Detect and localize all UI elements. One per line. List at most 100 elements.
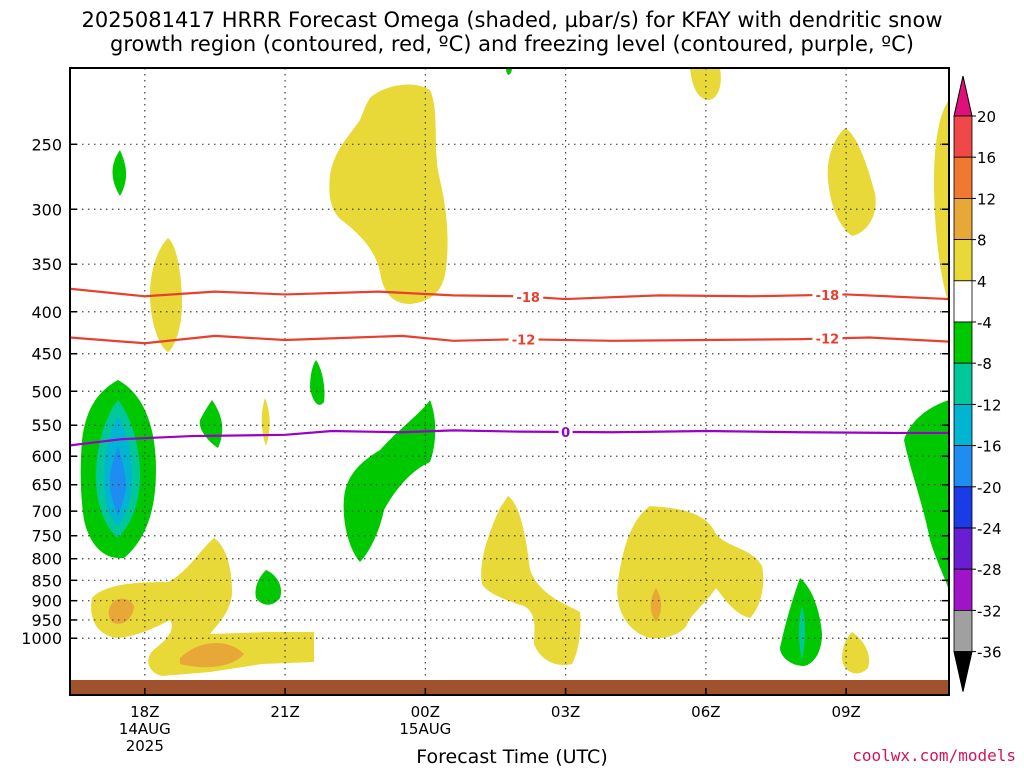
omega-area-sinking-5 <box>112 150 127 196</box>
omega-area-sinking-4-core <box>799 606 805 660</box>
omega-area-rising-upper-3 <box>827 128 876 236</box>
colorbar-label: 16 <box>977 149 996 167</box>
colorbar-top-triangle <box>953 75 973 117</box>
contour-line-0 <box>70 429 949 447</box>
colorbar-label: 12 <box>977 190 996 208</box>
x-tick-label: 2025 <box>126 737 164 755</box>
y-tick-label: 300 <box>31 200 62 219</box>
colorbar-band <box>953 321 973 364</box>
contour-label: -12 <box>816 333 840 348</box>
omega-area-sinking-1-core <box>110 446 126 516</box>
colorbar-label: 8 <box>977 232 987 250</box>
x-tick-label: 14AUG <box>119 720 171 738</box>
x-axis-title: Forecast Time (UTC) <box>416 746 608 768</box>
plot-frame <box>69 67 950 696</box>
colorbar-band <box>953 239 973 282</box>
x-tick-label: 21Z <box>270 703 299 721</box>
chart-title-line-2: growth region (contoured, red, ºC) and f… <box>110 32 914 56</box>
colorbar-bottom-triangle <box>953 651 973 692</box>
colorbar-band <box>953 362 973 405</box>
omega-area-sinking-9 <box>506 68 512 75</box>
colorbar-label: -24 <box>977 520 1002 538</box>
omega-area-rising-lower-5 <box>842 632 870 674</box>
y-tick-label: 750 <box>31 527 62 546</box>
colorbar-label: -8 <box>977 355 992 373</box>
source-credit[interactable]: coolwx.com/models <box>852 746 1016 765</box>
omega-area-sinking-8 <box>310 360 325 405</box>
y-tick-label: 600 <box>31 447 62 466</box>
contour-label-bg <box>508 331 539 347</box>
grid <box>70 68 949 695</box>
y-tick-label: 800 <box>31 550 62 569</box>
x-tick-label: 03Z <box>551 703 580 721</box>
x-tick-label: 06Z <box>691 703 720 721</box>
chart-title-line-1: 2025081417 HRRR Forecast Omega (shaded, … <box>81 8 943 32</box>
y-tick-label: 700 <box>31 502 62 521</box>
colorbar-band <box>953 197 973 240</box>
colorbar-band <box>953 486 973 529</box>
colorbar: 20 16 12 8 4 -4 -8 -12 -16 -20 -24 -28 -32 -36 <box>953 75 1002 692</box>
omega-area-sinking-3 <box>904 400 949 590</box>
x-tick-label: 00Z <box>411 703 440 721</box>
omega-shading <box>80 68 949 676</box>
contour-label: -18 <box>816 289 840 304</box>
y-tick-label: 900 <box>31 592 62 611</box>
x-tick-label: 09Z <box>831 703 860 721</box>
omega-area-rising-lower-2-core <box>108 598 134 624</box>
colorbar-band <box>953 445 973 488</box>
contours <box>70 287 949 447</box>
colorbar-label: -12 <box>977 396 1002 414</box>
y-tick-label: 550 <box>31 416 62 435</box>
colorbar-label: -32 <box>977 602 1002 620</box>
colorbar-band <box>953 280 973 323</box>
contour-label-bg <box>812 286 843 302</box>
y-tick-label: 850 <box>31 571 62 590</box>
colorbar-label: -28 <box>977 561 1002 579</box>
colorbar-label: -20 <box>977 479 1002 497</box>
x-tick-label: 18Z <box>130 703 159 721</box>
y-tick-label: 500 <box>31 382 62 401</box>
omega-area-rising-lower-1-core <box>180 642 244 668</box>
contour-label-bg <box>812 330 843 346</box>
ground-bar <box>70 680 949 695</box>
colorbar-band <box>953 527 973 570</box>
contour-line-minus-18 <box>70 287 949 301</box>
y-tick-label: 950 <box>31 611 62 630</box>
colorbar-label: 20 <box>977 108 996 126</box>
y-tick-label: 250 <box>31 135 62 154</box>
omega-area-rising-lower-1 <box>91 538 314 676</box>
contour-label-bg <box>558 423 573 439</box>
omega-area-rising-upper-1 <box>329 84 448 304</box>
colorbar-band <box>953 403 973 446</box>
omega-area-sinking-2 <box>343 400 436 562</box>
colorbar-band <box>953 156 973 199</box>
y-tick-label: 1000 <box>21 629 62 648</box>
chart-title: 2025081417 HRRR Forecast Omega (shaded, … <box>0 8 1024 56</box>
colorbar-band <box>953 568 973 611</box>
y-tick-label: 350 <box>31 255 62 274</box>
omega-area-rising-upper-2 <box>690 68 721 100</box>
contour-label: -12 <box>512 333 536 348</box>
colorbar-band <box>953 115 973 158</box>
colorbar-label: -16 <box>977 438 1002 456</box>
contour-label-bg <box>513 288 544 304</box>
omega-area-rising-lower-4-core <box>650 588 662 622</box>
y-tick-label: 400 <box>31 303 62 322</box>
colorbar-label: -4 <box>977 314 992 332</box>
omega-area-rising-upper-4 <box>934 100 949 305</box>
y-tick-label: 650 <box>31 476 62 495</box>
colorbar-label: -36 <box>977 644 1002 662</box>
contour-label: 0 <box>561 426 570 441</box>
contour-labels: -18 -18 -12 -12 0 <box>508 286 843 441</box>
contour-line-minus-12 <box>70 334 949 345</box>
colorbar-label: 4 <box>977 273 987 291</box>
contour-label: -18 <box>516 291 540 306</box>
y-axis: 250 300 350 400 450 500 550 600 650 700 750 800 850 9… <box>21 135 949 648</box>
x-tick-label: 15AUG <box>399 720 451 738</box>
colorbar-band <box>953 610 973 653</box>
omega-area-sinking-7 <box>255 570 282 605</box>
y-tick-label: 450 <box>31 345 62 364</box>
omega-area-rising-lower-3 <box>481 496 581 666</box>
